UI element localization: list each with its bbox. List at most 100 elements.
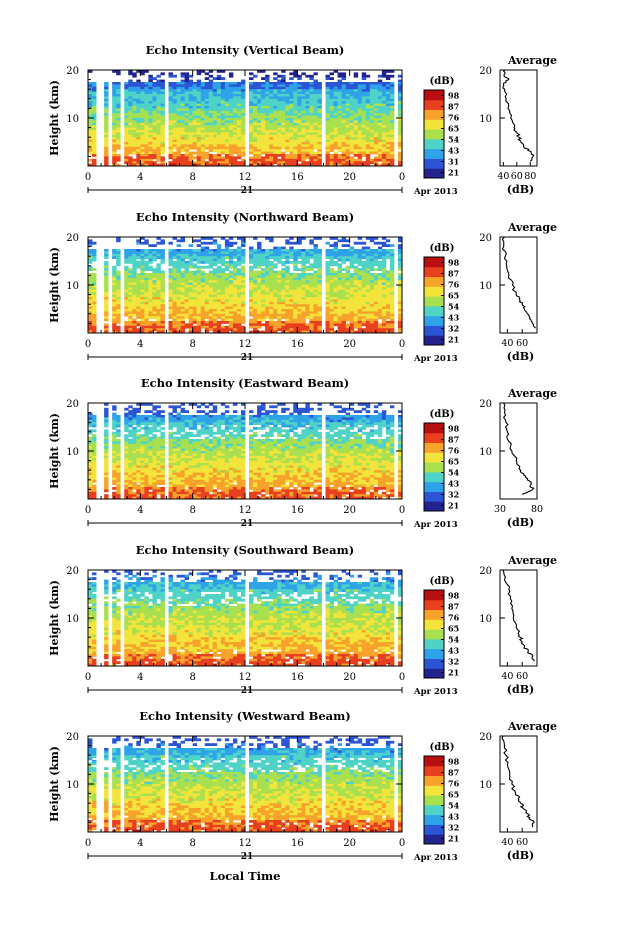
heatmap-cell (208, 82, 214, 85)
heatmap-cell (317, 328, 322, 331)
heatmap-cell (212, 289, 218, 293)
heatmap-cell (160, 251, 165, 255)
heatmap-cell (249, 251, 254, 255)
heatmap-cell (204, 328, 210, 331)
heatmap-cell (253, 101, 258, 104)
heatmap-cell (196, 304, 202, 307)
heatmap-cell (277, 134, 282, 138)
heatmap-cell (269, 103, 274, 107)
heatmap-cell (224, 277, 230, 281)
heatmap-cell (116, 273, 121, 276)
heatmap-cell (148, 285, 153, 288)
heatmap-cell (329, 251, 334, 255)
heatmap-cell (381, 98, 387, 102)
heatmap-cell (293, 328, 298, 331)
heatmap-cell (208, 120, 214, 124)
heatmap-cell (132, 84, 137, 88)
heatmap-cell (257, 309, 262, 312)
heatmap-cell (297, 301, 302, 305)
x-tick-label: 16 (291, 172, 304, 183)
heatmap-cell (261, 134, 266, 138)
heatmap-cell (128, 251, 133, 255)
heatmap-cell (281, 120, 286, 124)
heatmap-cell (136, 149, 141, 152)
heatmap-cell (116, 70, 121, 73)
heatmap-cell (116, 304, 121, 307)
heatmap-cell (92, 118, 97, 121)
heatmap-cell (325, 158, 330, 162)
heatmap-cell (369, 311, 375, 315)
heatmap-cell (216, 309, 222, 312)
heatmap-cell (273, 101, 278, 104)
heatmap-cell (305, 103, 310, 107)
heatmap-cell (317, 82, 322, 85)
heatmap-cell (337, 292, 343, 295)
heatmap-cell (381, 313, 387, 317)
heatmap-cell (281, 280, 286, 283)
heatmap-cell (92, 282, 97, 286)
heatmap-cell (228, 241, 234, 245)
heatmap-cell (180, 139, 186, 143)
heatmap-cell (112, 273, 117, 276)
heatmap-cell (160, 91, 165, 95)
heatmap-cell (136, 154, 141, 157)
heatmap-cell (88, 151, 93, 155)
heatmap-cell (228, 134, 234, 138)
heatmap-cell (152, 106, 157, 109)
heatmap-cell (104, 256, 109, 259)
heatmap-cell (293, 323, 298, 327)
heatmap-cell (204, 142, 210, 145)
heatmap-cell (373, 113, 379, 116)
heatmap-cell (172, 158, 177, 162)
heatmap-cell (212, 149, 218, 152)
heatmap-cell (349, 137, 355, 140)
heatmap-cell (317, 149, 322, 152)
heatmap-cell (160, 309, 165, 312)
heatmap-cell (104, 304, 109, 307)
heatmap-cell (337, 134, 343, 138)
heatmap-cell (373, 285, 379, 288)
heatmap-cell (112, 311, 117, 315)
heatmap-cell (301, 273, 306, 276)
heatmap-cell (277, 289, 282, 293)
heatmap-cell (172, 120, 177, 124)
heatmap-cell (212, 280, 218, 283)
heatmap-cell (389, 299, 395, 303)
heatmap-cell (180, 134, 186, 138)
heatmap-cell (240, 328, 246, 331)
heatmap-cell (116, 287, 121, 291)
heatmap-cell (152, 297, 157, 300)
heatmap-cell (369, 132, 375, 136)
heatmap-cell (377, 137, 383, 140)
heatmap-cell (345, 311, 351, 315)
heatmap-cell (160, 318, 165, 322)
heatmap-cell (333, 277, 338, 281)
heatmap-cell (236, 251, 242, 255)
heatmap-cell (172, 163, 177, 167)
heatmap-cell (156, 132, 161, 136)
heatmap-cell (160, 161, 165, 164)
heatmap-cell (220, 151, 226, 155)
heatmap-cell (397, 318, 403, 322)
heatmap-cell (313, 237, 318, 240)
heatmap-cell (333, 241, 338, 245)
heatmap-cell (216, 120, 222, 124)
heatmap-cell (196, 311, 202, 315)
heatmap-cell (313, 292, 318, 295)
heatmap-cell (353, 304, 359, 307)
heatmap-cell (389, 101, 395, 104)
heatmap-cell (305, 115, 310, 119)
heatmap-cell (249, 258, 254, 262)
heatmap-cell (381, 96, 387, 100)
heatmap-cell (285, 280, 290, 283)
heatmap-cell (208, 249, 214, 252)
heatmap-cell (325, 249, 330, 252)
heatmap-cell (325, 110, 330, 114)
heatmap-cell (317, 108, 322, 112)
heatmap-cell (373, 82, 379, 85)
heatmap-cell (112, 275, 117, 279)
heatmap-cell (285, 253, 290, 257)
heatmap-cell (156, 120, 161, 124)
heatmap-cell (377, 110, 383, 114)
heatmap-cell (349, 134, 355, 138)
